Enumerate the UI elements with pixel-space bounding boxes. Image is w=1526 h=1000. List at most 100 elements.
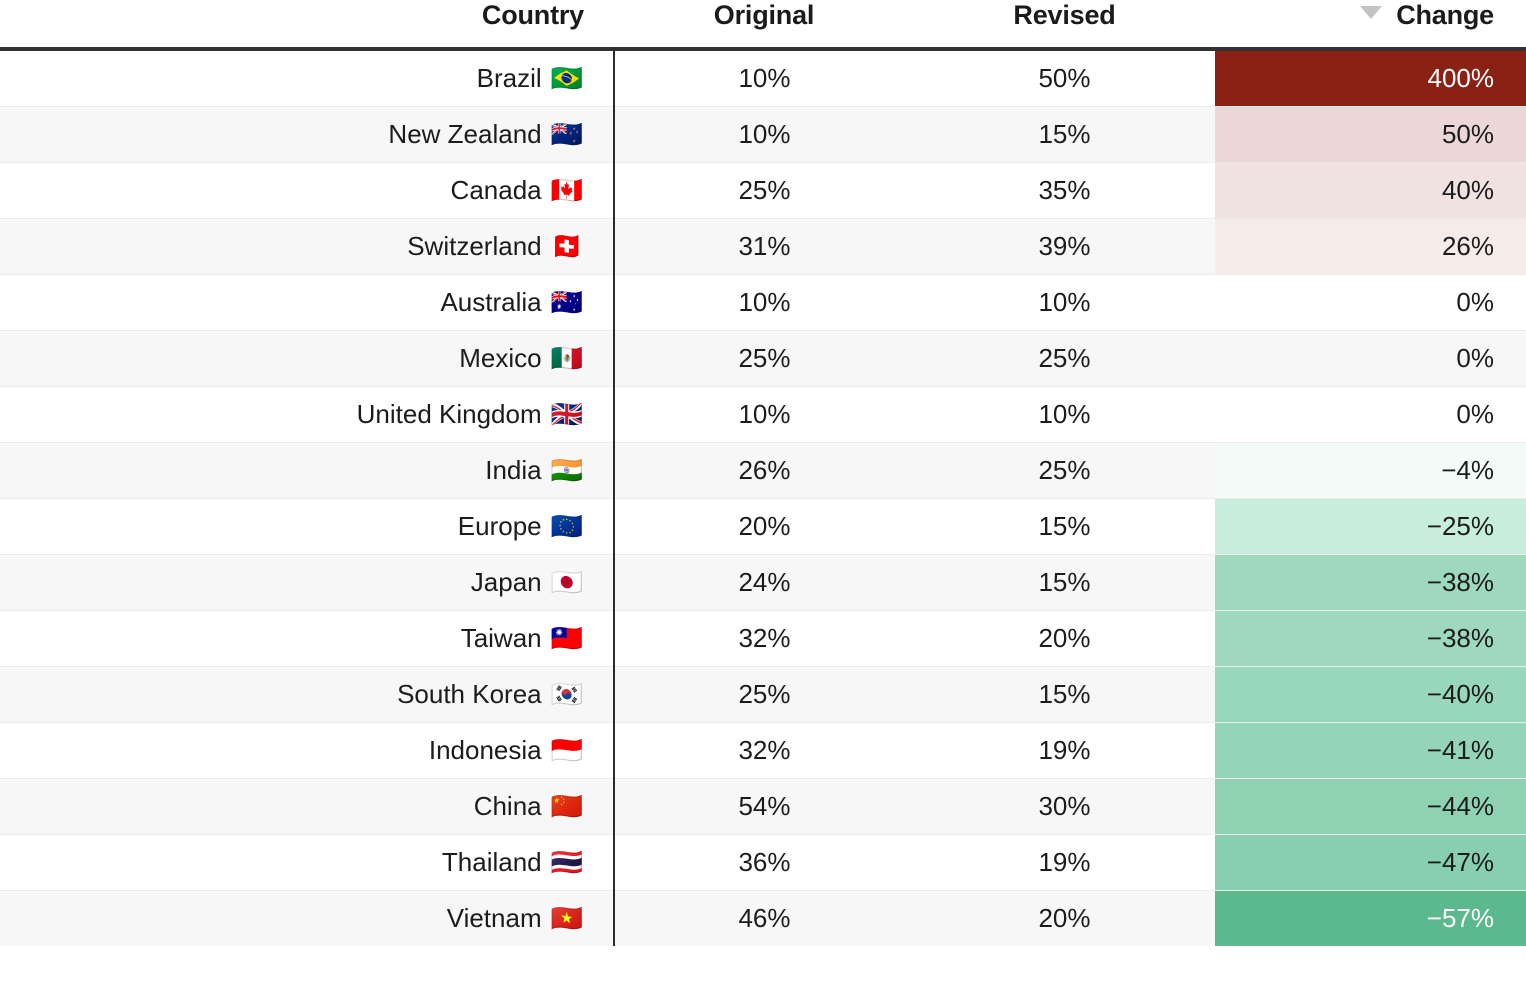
cell-country: Mexico 🇲🇽 [0, 330, 615, 387]
cell-revised: 39% [914, 218, 1215, 275]
country-name: United Kingdom [356, 399, 542, 429]
cell-original: 25% [614, 162, 914, 219]
flag-icon: 🇧🇷 [550, 64, 583, 94]
table-row[interactable]: Indonesia 🇮🇩 32% 19% −41% [0, 722, 1526, 779]
table-row[interactable]: Japan 🇯🇵 24% 15% −38% [0, 554, 1526, 611]
cell-revised: 10% [914, 386, 1215, 443]
cell-revised: 10% [914, 274, 1215, 331]
cell-revised: 50% [1038, 63, 1091, 93]
cell-country: Indonesia 🇮🇩 [0, 722, 615, 779]
flag-icon: 🇰🇷 [550, 680, 583, 710]
country-name: Taiwan [460, 623, 542, 653]
tariff-table-container: Country Original Revised Change Brazil 🇧🇷… [0, 0, 1526, 946]
cell-country: Canada 🇨🇦 [0, 162, 615, 219]
country-name: Thailand [441, 847, 542, 877]
table-row[interactable]: Europe 🇪🇺 20% 15% −25% [0, 498, 1526, 555]
cell-country: Australia 🇦🇺 [0, 274, 615, 331]
cell-change: −25% [1215, 498, 1526, 555]
column-header-change[interactable]: Change [1215, 0, 1526, 49]
flag-icon: 🇦🇺 [550, 288, 583, 318]
cell-country: Vietnam 🇻🇳 [0, 890, 615, 946]
flag-icon: 🇨🇳 [550, 792, 583, 822]
table-row[interactable]: Thailand 🇹🇭 36% 19% −47% [0, 834, 1526, 891]
cell-revised: 15% [914, 498, 1215, 555]
flag-icon: 🇪🇺 [550, 512, 583, 542]
cell-revised: 30% [914, 778, 1215, 835]
table-row[interactable]: China 🇨🇳 54% 30% −44% [0, 778, 1526, 835]
cell-change: −57% [1215, 890, 1526, 946]
cell-revised: 19% [914, 722, 1215, 779]
cell-original: 36% [614, 834, 914, 891]
cell-change: 0% [1215, 274, 1526, 331]
table-row[interactable]: New Zealand 🇳🇿 10% 15% 50% [0, 106, 1526, 163]
table-row[interactable]: Brazil 🇧🇷 10% 50% 400% [0, 49, 1526, 107]
country-name: Canada [450, 175, 542, 205]
cell-change: 26% [1215, 218, 1526, 275]
table-row[interactable]: Canada 🇨🇦 25% 35% 40% [0, 162, 1526, 219]
country-name: Indonesia [428, 735, 542, 765]
cell-original: 25% [614, 330, 914, 387]
column-header-revised-label: Revised [1013, 0, 1116, 30]
cell-change: −40% [1215, 666, 1526, 723]
flag-icon: 🇬🇧 [550, 400, 583, 430]
cell-revised: 20% [914, 890, 1215, 946]
cell-original: 25% [614, 666, 914, 723]
cell-original: 10% [738, 63, 791, 93]
country-name: Brazil [476, 63, 542, 93]
cell-original: 32% [614, 722, 914, 779]
table-row[interactable]: South Korea 🇰🇷 25% 15% −40% [0, 666, 1526, 723]
table-row[interactable]: India 🇮🇳 26% 25% −4% [0, 442, 1526, 499]
column-header-revised[interactable]: Revised [914, 0, 1215, 49]
column-header-original[interactable]: Original [614, 0, 914, 49]
column-header-change-label: Change [1396, 0, 1494, 30]
cell-country: Taiwan 🇹🇼 [0, 610, 615, 667]
flag-icon: 🇳🇿 [550, 120, 583, 150]
flag-icon: 🇮🇩 [550, 736, 583, 766]
cell-change: 400% [1215, 49, 1526, 107]
cell-revised: 35% [914, 162, 1215, 219]
cell-country: India 🇮🇳 [0, 442, 615, 499]
flag-icon: 🇯🇵 [550, 568, 583, 598]
flag-icon: 🇲🇽 [550, 344, 583, 374]
cell-original: 10% [614, 274, 914, 331]
country-name: Europe [457, 511, 542, 541]
triangle-down-icon[interactable] [1360, 6, 1383, 19]
table-row[interactable]: Australia 🇦🇺 10% 10% 0% [0, 274, 1526, 331]
cell-country: Brazil 🇧🇷 [0, 49, 615, 107]
cell-original: 31% [614, 218, 914, 275]
cell-country: South Korea 🇰🇷 [0, 666, 615, 723]
cell-country: Japan 🇯🇵 [0, 554, 615, 611]
country-name: Japan [470, 567, 542, 597]
table-row[interactable]: Mexico 🇲🇽 25% 25% 0% [0, 330, 1526, 387]
flag-icon: 🇮🇳 [550, 456, 583, 486]
table-row[interactable]: Vietnam 🇻🇳 46% 20% −57% [0, 890, 1526, 946]
table-row[interactable]: Switzerland 🇨🇭 31% 39% 26% [0, 218, 1526, 275]
cell-change: −41% [1215, 722, 1526, 779]
country-name: South Korea [397, 679, 542, 709]
country-name: Mexico [459, 343, 542, 373]
cell-revised: 15% [914, 666, 1215, 723]
cell-original: 26% [614, 442, 914, 499]
flag-icon: 🇹🇼 [550, 624, 583, 654]
cell-revised: 20% [914, 610, 1215, 667]
cell-country: Switzerland 🇨🇭 [0, 218, 615, 275]
cell-original: 32% [614, 610, 914, 667]
table-row[interactable]: Taiwan 🇹🇼 32% 20% −38% [0, 610, 1526, 667]
cell-revised: 25% [914, 330, 1215, 387]
table-row[interactable]: United Kingdom 🇬🇧 10% 10% 0% [0, 386, 1526, 443]
country-name: Vietnam [446, 903, 542, 933]
cell-country: Europe 🇪🇺 [0, 498, 615, 555]
cell-original: 20% [614, 498, 914, 555]
cell-change: 0% [1215, 386, 1526, 443]
cell-change: −44% [1215, 778, 1526, 835]
tariff-table: Country Original Revised Change Brazil 🇧🇷… [0, 0, 1526, 946]
country-name: China [473, 791, 542, 821]
cell-original: 10% [614, 386, 914, 443]
column-header-country[interactable]: Country [0, 0, 614, 49]
cell-revised: 25% [914, 442, 1215, 499]
flag-icon: 🇨🇭 [550, 232, 583, 262]
cell-original: 10% [614, 106, 914, 163]
cell-country: Thailand 🇹🇭 [0, 834, 615, 891]
cell-change: 50% [1215, 106, 1526, 163]
column-header-original-label: Original [713, 0, 815, 30]
